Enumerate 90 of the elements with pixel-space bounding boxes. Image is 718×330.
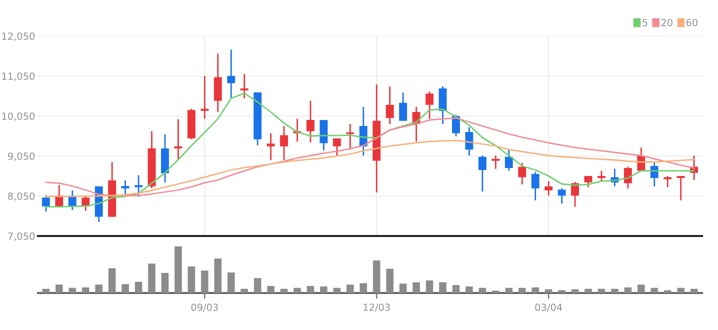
bar [294,288,301,293]
bar [518,288,526,293]
candlestick [478,154,486,192]
bar [267,286,274,293]
candlestick [571,181,579,208]
bar [677,288,684,293]
candlestick [332,138,341,156]
candlestick [227,48,236,98]
bar [372,260,380,293]
candlestick [598,170,606,182]
y-tick-label: 7,050 [8,232,35,241]
bar [650,288,658,293]
y-tick-label: 8,050 [8,192,35,201]
candlestick [240,73,248,100]
x-tick-label: 09/03 [191,304,218,312]
candlestick [465,126,474,156]
bar [558,290,566,293]
bar [598,288,606,293]
bar [320,286,328,293]
candlestick [134,174,142,198]
candlestick [664,175,672,188]
candlestick [214,52,222,113]
candlestick [306,100,314,144]
bar [240,288,248,293]
bar [360,283,368,293]
bar [56,284,63,293]
candlestick [42,194,50,212]
bar [532,287,539,293]
bar [82,287,90,293]
bar [68,288,76,293]
bar [544,289,552,293]
bar [412,282,420,293]
bar [174,246,182,293]
y-tick-label: 10,050 [2,112,35,121]
bar [690,288,698,293]
bar [134,282,142,293]
bar [584,288,592,293]
bar [638,284,645,293]
bar [42,288,50,293]
bar [571,289,579,293]
bar [478,288,486,293]
legend-label: 20 [661,18,672,26]
bar [333,288,341,293]
bar [254,278,262,293]
y-tick-label: 12,050 [2,32,35,41]
bar [439,282,446,293]
candlestick [426,90,434,120]
legend-label: 5 [642,19,648,26]
candlestick [492,154,500,170]
bar [280,288,288,293]
bar [95,284,102,293]
candlestick [266,132,275,161]
bar [466,286,473,293]
bar [306,286,314,293]
candlestick [584,175,592,188]
bar [426,280,434,293]
bar [611,288,618,293]
bar [227,272,235,293]
bar [161,272,169,293]
candlestick [174,118,182,161]
bar [386,268,394,293]
x-tick-label: 03/04 [535,304,562,312]
candlestick [558,188,566,204]
bar [399,284,407,293]
x-tick-label: 12/03 [364,304,390,312]
bar [108,268,116,293]
bar [148,264,156,293]
candlestick [676,175,685,202]
candlestick [200,75,209,120]
candlestick [544,180,553,196]
candlestick [504,148,513,172]
candlestick [280,125,288,161]
candlestick [346,123,354,150]
candlestick [399,92,408,122]
bar [201,270,208,293]
candlestick [518,162,526,186]
legend-label: 60 [686,18,698,26]
bar [624,287,632,293]
y-tick-label: 11,050 [2,72,35,81]
bar [452,285,460,293]
candlestick [320,119,328,152]
bar [505,288,513,293]
bar [122,284,129,293]
bar [664,290,672,293]
bar [188,266,196,293]
y-tick-label: 9,050 [8,152,35,161]
bar [214,258,222,293]
bar [346,284,354,293]
candlestick [531,171,540,202]
candlestick [386,86,394,125]
